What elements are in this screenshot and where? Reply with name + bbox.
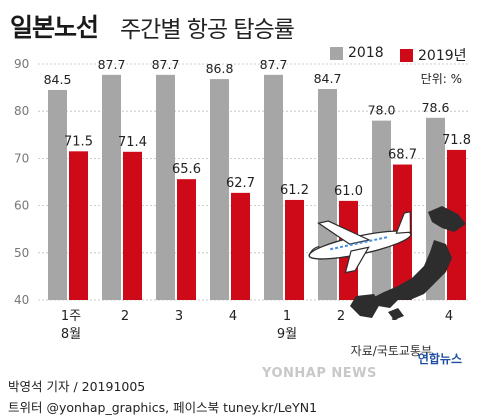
- data-label: 71.5: [64, 134, 93, 149]
- data-label: 87.7: [98, 57, 126, 72]
- x-tick-label: 1: [283, 309, 291, 324]
- bar-2019년-1: [123, 151, 142, 300]
- legend-item-2018: 2018: [330, 45, 384, 61]
- chart-title: 일본노선: [10, 13, 99, 42]
- x-tick-label: 1주: [61, 309, 81, 324]
- data-label: 71.4: [118, 135, 147, 150]
- x-tick-label: 2: [337, 309, 345, 324]
- y-tick-label: 90: [14, 57, 29, 71]
- data-label: 68.7: [388, 148, 417, 163]
- bar-2019년-3: [231, 192, 250, 300]
- data-label: 84.5: [44, 72, 72, 87]
- social-links: 트위터 @yonhap_graphics, 페이스북 tuney.kr/LeYN…: [8, 400, 318, 415]
- data-label: 65.6: [172, 162, 201, 177]
- data-label: 71.8: [442, 133, 471, 148]
- watermark: YONHAP NEWS: [262, 366, 377, 381]
- month-label: 9월: [277, 327, 297, 342]
- bar-2018-1: [102, 74, 121, 300]
- y-tick-label: 60: [14, 199, 29, 213]
- bar-2018-6: [372, 120, 391, 300]
- bar-2018-0: [48, 89, 67, 301]
- legend-item-2019: 2019년: [400, 45, 467, 65]
- bar-2019년-2: [177, 179, 196, 300]
- data-label: 87.7: [260, 57, 288, 72]
- bar-2018-4: [264, 74, 283, 300]
- bar-2018-2: [156, 74, 175, 300]
- legend-swatch-2019: [400, 48, 413, 62]
- unit-label: 단위: %: [420, 72, 462, 86]
- airplane-icon: [308, 211, 412, 274]
- data-label: 78.6: [422, 100, 450, 115]
- chart-subtitle: 주간별 항공 탑승률: [120, 17, 295, 43]
- x-tick-label: 3: [175, 309, 183, 324]
- y-tick-label: 40: [14, 293, 29, 307]
- y-tick-label: 80: [14, 104, 29, 118]
- data-label: 61.2: [280, 183, 309, 198]
- grid-and-axis: 40 50 60 70 80 90: [14, 57, 470, 307]
- bar-2019년-4: [285, 199, 304, 300]
- data-label: 78.0: [368, 103, 396, 118]
- data-label: 62.7: [226, 176, 255, 191]
- bar-2018-3: [210, 79, 229, 300]
- legend-label-2018: 2018: [348, 45, 384, 61]
- data-label: 61.0: [334, 184, 363, 199]
- y-tick-label: 70: [14, 151, 29, 165]
- month-label: 8월: [61, 327, 81, 342]
- yonhap-logo-text: 연합뉴스: [417, 352, 462, 366]
- legend-swatch-2018: [330, 46, 343, 60]
- y-tick-label: 50: [14, 246, 29, 260]
- legend-label-2019: 2019년: [418, 48, 467, 64]
- x-tick-label: 4: [445, 309, 453, 324]
- x-tick-label: 2: [121, 309, 129, 324]
- data-label: 86.8: [206, 61, 234, 76]
- byline: 박영석 기자 / 20191005: [8, 379, 146, 394]
- data-label: 87.7: [152, 57, 180, 72]
- data-label: 84.7: [314, 71, 342, 86]
- source-note: 자료/국토교통부: [350, 344, 432, 358]
- japan-map-icon: [350, 206, 466, 320]
- x-tick-label: 4: [229, 309, 237, 324]
- bar-2019년-0: [69, 151, 88, 300]
